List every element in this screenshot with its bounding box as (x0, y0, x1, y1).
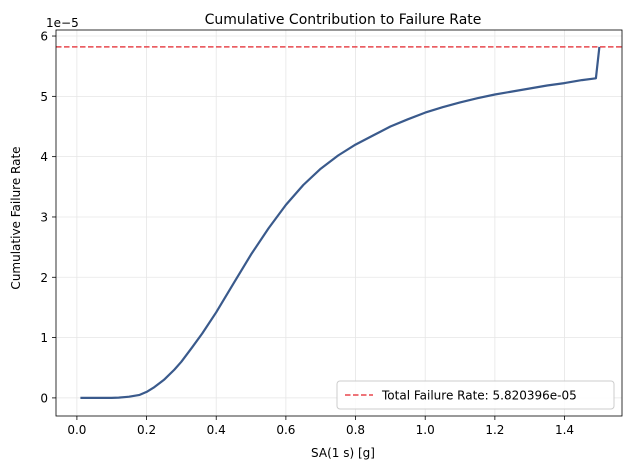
y-tick-label: 5 (40, 90, 48, 104)
series-lines (80, 46, 601, 399)
x-axis-label: SA(1 s) [g] (311, 446, 375, 460)
x-tick-label: 0.2 (137, 423, 156, 437)
y-tick-label: 2 (40, 271, 48, 285)
y-tick-label: 4 (40, 150, 48, 164)
y-tick-label: 6 (40, 30, 48, 44)
legend-entry-total-failure-rate: Total Failure Rate: 5.820396e-05 (381, 389, 577, 403)
legend-box (336, 380, 615, 410)
y-axis-ticks: 0 1 2 3 4 5 6 (40, 30, 56, 405)
series-line-cumulative-failure-rate (80, 46, 601, 399)
x-tick-label: 0.0 (67, 423, 86, 437)
y-scale-label: 1e−5 (46, 16, 79, 30)
y-tick-label: 3 (40, 210, 48, 224)
x-tick-label: 1.0 (416, 423, 435, 437)
x-tick-label: 0.8 (346, 423, 365, 437)
y-axis-label: Cumulative Failure Rate (9, 146, 23, 289)
x-axis-ticks: 0.0 0.2 0.4 0.6 0.8 1.0 1.2 1.4 (67, 416, 574, 437)
grid-lines (56, 30, 622, 416)
x-tick-label: 0.4 (207, 423, 226, 437)
legend: Total Failure Rate: 5.820396e-05 (336, 380, 615, 410)
x-tick-label: 1.2 (485, 423, 504, 437)
y-tick-label: 0 (40, 391, 48, 405)
x-tick-label: 0.6 (276, 423, 295, 437)
chart-title: Cumulative Contribution to Failure Rate (205, 12, 482, 28)
x-tick-label: 1.4 (555, 423, 574, 437)
plot-frame (55, 29, 623, 417)
y-tick-label: 1 (40, 331, 48, 345)
